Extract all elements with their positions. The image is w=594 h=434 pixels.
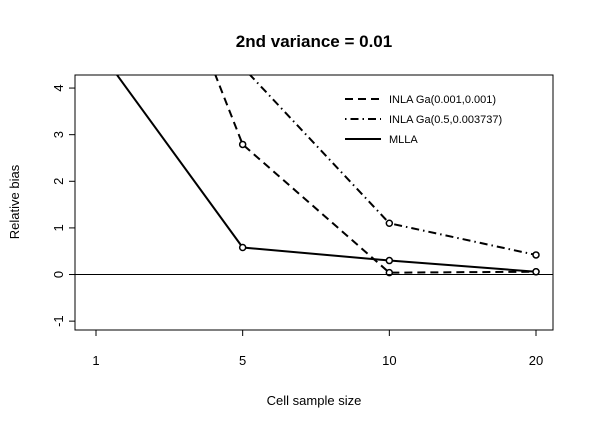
- plot-box: [74, 74, 554, 331]
- plot-area: [93, 43, 540, 277]
- y-tick-label: 4: [51, 84, 66, 91]
- data-point: [238, 140, 247, 149]
- x-tick-label: 1: [92, 353, 99, 368]
- series-line: [248, 75, 537, 256]
- y-tick-label: 2: [51, 178, 66, 185]
- chart-title: 2nd variance = 0.01: [236, 32, 392, 51]
- data-point: [385, 256, 394, 265]
- x-tick-label: 5: [239, 353, 246, 368]
- series-line: [214, 75, 537, 274]
- series-line: [115, 75, 537, 273]
- y-tick-label: 0: [51, 271, 66, 278]
- data-point: [532, 267, 540, 276]
- y-tick-label: 1: [51, 224, 66, 231]
- y-tick-label: -1: [51, 315, 66, 327]
- x-tick-label: 10: [382, 353, 396, 368]
- legend-label: INLA Ga(0.5,0.003737): [389, 114, 502, 126]
- data-point: [238, 243, 247, 252]
- x-axis-label: Cell sample size: [267, 393, 362, 408]
- data-point: [532, 251, 540, 259]
- data-point: [385, 219, 394, 227]
- legend-label: MLLA: [389, 134, 418, 146]
- y-axis-label: Relative bias: [7, 164, 22, 239]
- y-tick-label: 3: [51, 131, 66, 138]
- data-point: [93, 43, 99, 49]
- x-tick-label: 20: [529, 353, 543, 368]
- legend-label: INLA Ga(0.001,0.001): [389, 94, 496, 106]
- data-point: [240, 64, 246, 70]
